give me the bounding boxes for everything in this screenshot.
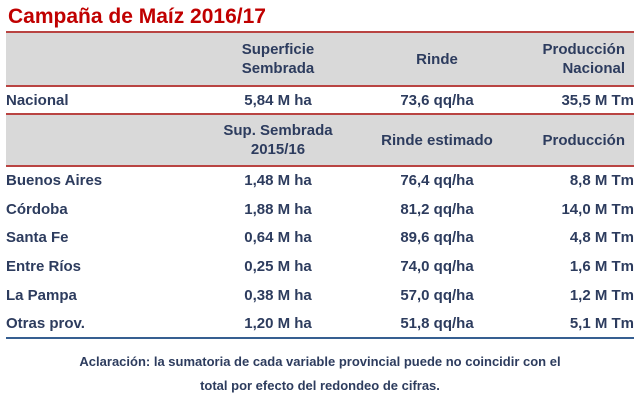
province-superficie-value: 0,64 M ha [244,229,312,247]
national-produccion-value: 35,5 M Tm [561,91,634,109]
rounding-disclaimer: Aclaración: la sumatoria de cada variabl… [6,350,634,398]
province-name: Entre Ríos [6,257,82,275]
national-header-superficie-line2: Sembrada [241,60,315,77]
province-rinde-value: 57,0 qq/ha [400,286,474,304]
national-header-superficie: Superficie Sembrada [178,32,378,86]
rounding-disclaimer-line2: total por efecto del redondeo de cifras. [200,378,440,393]
provincial-header-spacer [6,114,178,166]
national-header-superficie-line1: Superficie [241,41,315,58]
province-produccion-value: 8,8 M Tm [569,172,634,190]
national-rinde-value: 73,6 qq/ha [400,91,474,109]
province-produccion-value: 14,0 M Tm [561,200,634,218]
province-rinde-value: 76,4 qq/ha [400,172,474,190]
province-rinde-value: 51,8 qq/ha [400,314,474,332]
national-header-spacer [6,32,178,86]
province-superficie-value: 1,48 M ha [244,172,312,190]
province-name: Buenos Aires [6,172,103,190]
table-row-cordoba: Córdoba 1,88 M ha 81,2 qq/ha 14,0 M Tm [6,195,634,224]
provincial-header-superficie-line1: Sup. Sembrada [223,122,333,139]
province-produccion-value: 4,8 M Tm [569,229,634,247]
page-title: Campaña de Maíz 2016/17 [8,5,266,28]
province-rinde-value: 81,2 qq/ha [400,200,474,218]
province-produccion-value: 1,6 M Tm [569,257,634,275]
national-header-produccion: Producción Nacional [496,32,634,86]
province-superficie-value: 0,38 M ha [244,286,312,304]
rounding-disclaimer-line1: Aclaración: la sumatoria de cada variabl… [79,354,561,369]
provincial-header-produccion: Producción [496,114,634,166]
province-produccion-value: 1,2 M Tm [569,286,634,304]
province-rinde-value: 74,0 qq/ha [400,257,474,275]
national-name: Nacional [6,91,69,109]
table-row-buenos-aires: Buenos Aires 1,48 M ha 76,4 qq/ha 8,8 M … [6,166,634,195]
province-name: Córdoba [6,200,68,218]
province-name: Otras prov. [6,314,85,332]
province-superficie-value: 1,20 M ha [244,314,312,332]
province-rinde-value: 89,6 qq/ha [400,229,474,247]
table-row-la-pampa: La Pampa 0,38 M ha 57,0 qq/ha 1,2 M Tm [6,281,634,310]
table-row-santa-fe: Santa Fe 0,64 M ha 89,6 qq/ha 4,8 M Tm [6,223,634,252]
provincial-header-row: Sup. Sembrada 2015/16 Rinde estimado Pro… [6,114,634,166]
table-row-entre-rios: Entre Ríos 0,25 M ha 74,0 qq/ha 1,6 M Tm [6,252,634,281]
table-row-otras-prov: Otras prov. 1,20 M ha 51,8 qq/ha 5,1 M T… [6,309,634,339]
provincial-header-rinde: Rinde estimado [378,114,496,166]
national-header-rinde: Rinde [378,32,496,86]
provincial-header-superficie-line2: 2015/16 [250,141,306,158]
national-header-row: Superficie Sembrada Rinde Producción Nac… [6,32,634,86]
national-header-produccion-line2: Nacional [562,60,625,77]
corn-campaign-table: Superficie Sembrada Rinde Producción Nac… [6,31,634,339]
provincial-header-superficie: Sup. Sembrada 2015/16 [178,114,378,166]
province-superficie-value: 0,25 M ha [244,257,312,275]
province-name: La Pampa [6,286,77,304]
national-superficie-value: 5,84 M ha [244,91,312,109]
national-header-produccion-line1: Producción [542,41,625,58]
national-data-row: Nacional 5,84 M ha 73,6 qq/ha 35,5 M Tm [6,86,634,114]
province-superficie-value: 1,88 M ha [244,200,312,218]
province-name: Santa Fe [6,229,69,247]
province-produccion-value: 5,1 M Tm [569,314,634,332]
